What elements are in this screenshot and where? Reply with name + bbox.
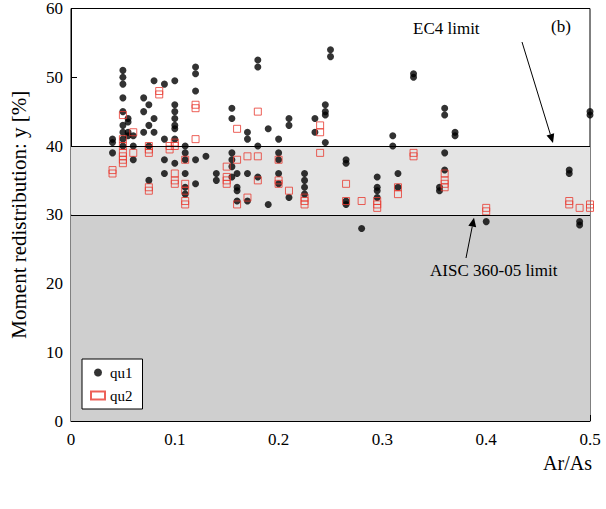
svg-text:20: 20 bbox=[46, 274, 63, 293]
svg-text:30: 30 bbox=[46, 205, 63, 224]
svg-text:10: 10 bbox=[46, 343, 63, 362]
svg-text:0.3: 0.3 bbox=[372, 430, 393, 449]
svg-text:qu1: qu1 bbox=[110, 365, 133, 381]
svg-text:0: 0 bbox=[55, 412, 64, 431]
svg-text:qu2: qu2 bbox=[110, 388, 133, 404]
svg-text:Moment redistribution: y [%]: Moment redistribution: y [%] bbox=[7, 91, 31, 339]
svg-text:EC4 limit: EC4 limit bbox=[413, 19, 480, 38]
svg-text:AISC 360-05 limit: AISC 360-05 limit bbox=[430, 261, 558, 280]
svg-text:(b): (b) bbox=[551, 17, 571, 36]
svg-text:0.1: 0.1 bbox=[164, 430, 185, 449]
svg-text:0: 0 bbox=[67, 430, 76, 449]
svg-text:0.5: 0.5 bbox=[579, 430, 600, 449]
svg-text:0.4: 0.4 bbox=[476, 430, 498, 449]
svg-text:Ar/As: Ar/As bbox=[543, 452, 592, 474]
svg-text:50: 50 bbox=[46, 68, 63, 87]
svg-text:40: 40 bbox=[46, 137, 63, 156]
svg-text:0.2: 0.2 bbox=[268, 430, 289, 449]
svg-text:60: 60 bbox=[46, 0, 63, 18]
